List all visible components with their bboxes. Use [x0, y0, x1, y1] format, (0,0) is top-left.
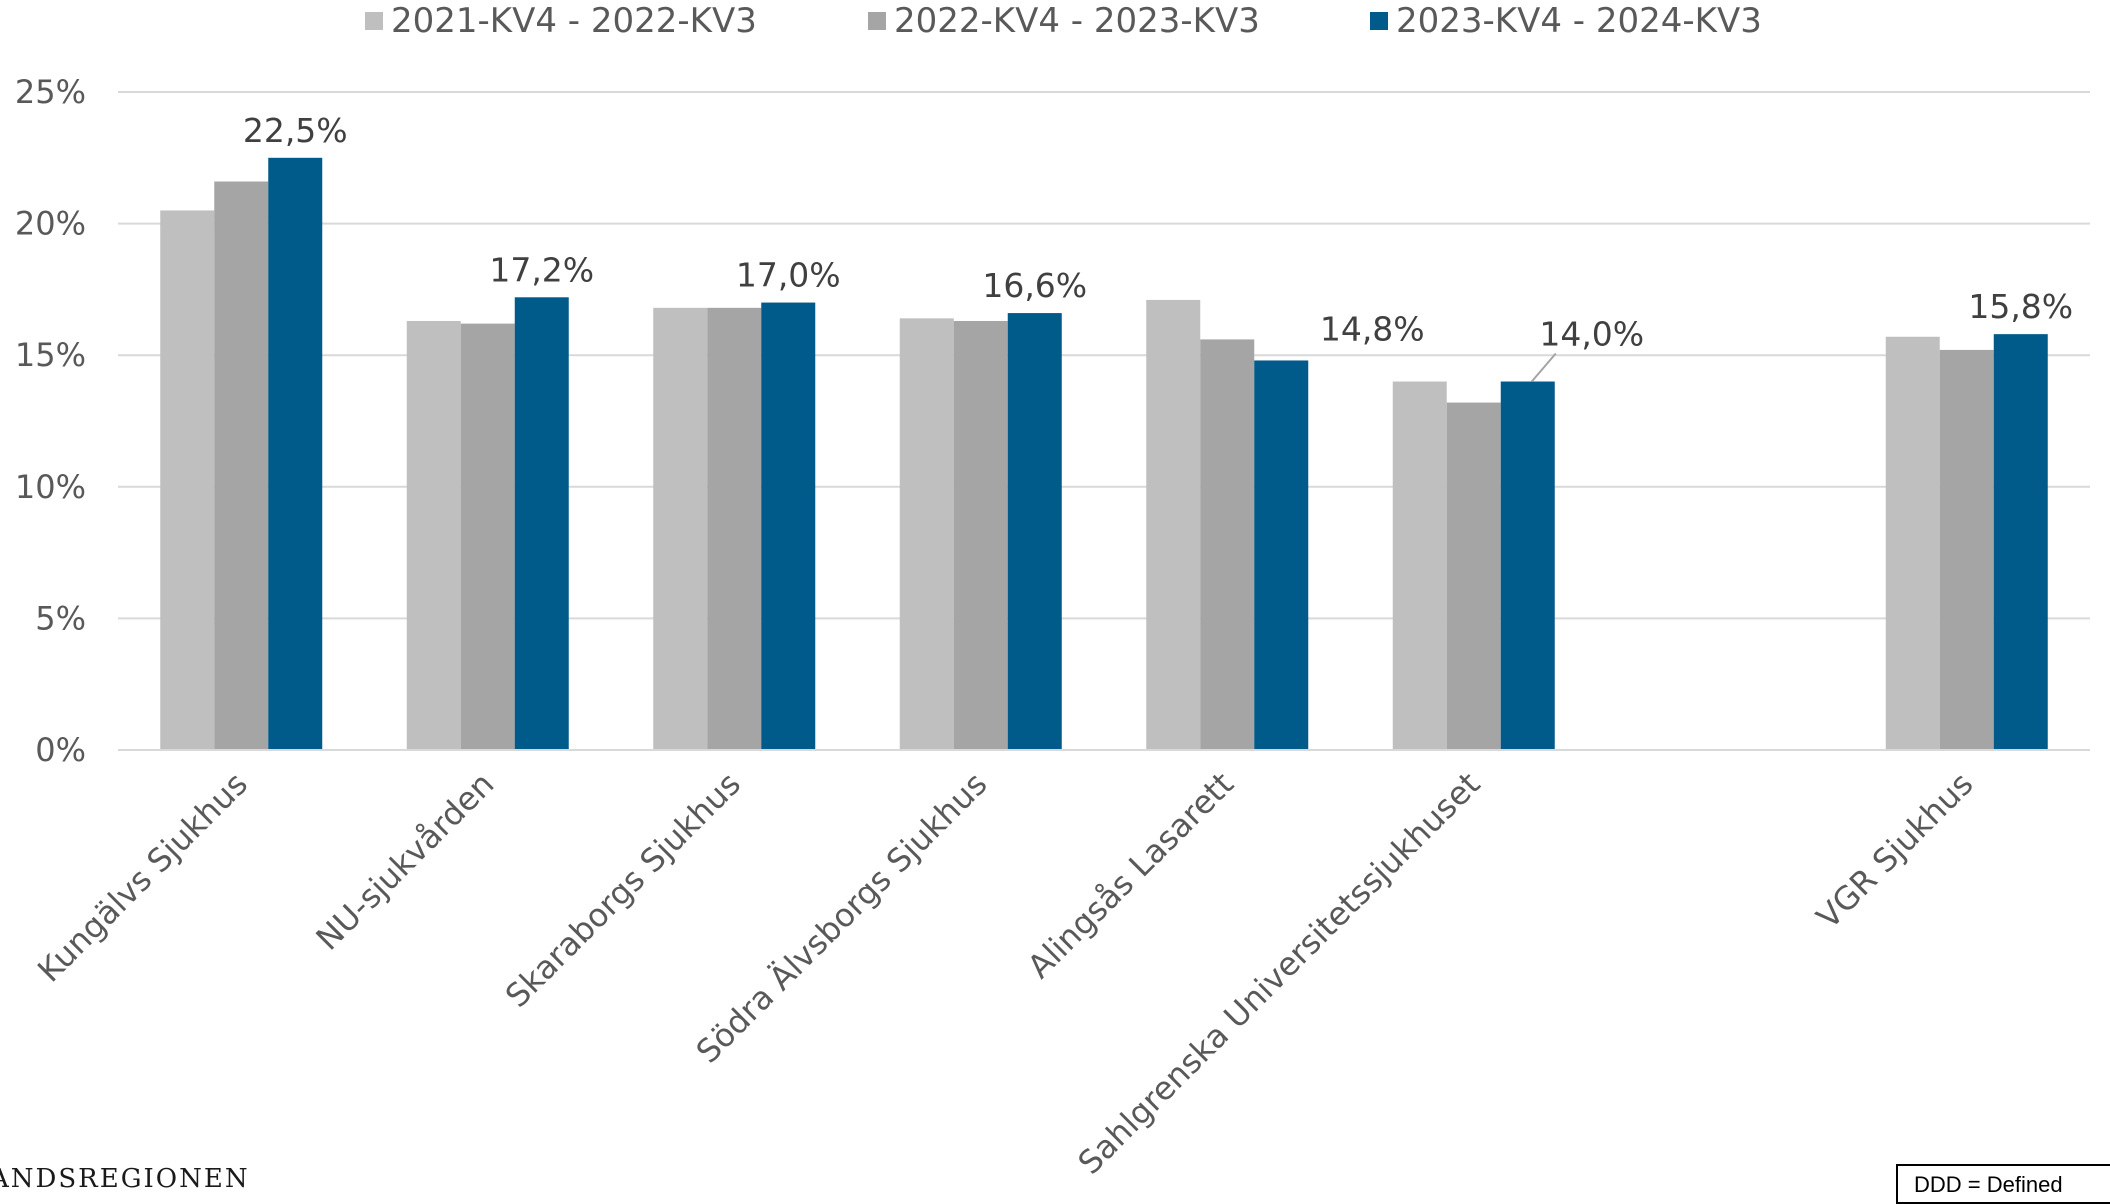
y-tick-label: 20% — [15, 205, 86, 243]
data-label: 16,6% — [982, 266, 1087, 305]
legend-swatch — [868, 12, 886, 30]
data-label: 14,8% — [1320, 309, 1425, 348]
x-axis: Kungälvs Sjukhus NU-sjukvårdenSkaraborgs … — [30, 749, 2090, 1182]
legend-label: 2021-KV4 - 2022-KV3 — [391, 1, 757, 41]
y-tick-label: 10% — [15, 468, 86, 506]
legend-label: 2023-KV4 - 2024-KV3 — [1396, 1, 1762, 41]
y-tick-label: 5% — [35, 599, 86, 637]
x-tick-label: Kungälvs Sjukhus — [30, 765, 255, 990]
x-tick-label: Södra Älvsborgs Sjukhus — [689, 765, 995, 1071]
x-tick-label: VGR Sjukhus — [1809, 765, 1980, 936]
data-label: 15,8% — [1968, 287, 2073, 326]
bar — [514, 297, 569, 750]
bar — [406, 320, 461, 750]
data-labels: 22,5% 17,2% 17,0% 16,6% 14,8% 14,0% 15,8% — [243, 111, 2073, 383]
bar — [1392, 381, 1447, 750]
bars — [160, 157, 2048, 751]
x-tick-label: Skaraborgs Sjukhus — [498, 765, 748, 1015]
bar — [160, 210, 215, 750]
data-label: 17,0% — [736, 256, 841, 295]
bar — [214, 181, 269, 750]
bar — [1254, 360, 1309, 750]
data-label-leader — [1530, 352, 1557, 383]
bar — [899, 318, 954, 750]
bar — [1146, 299, 1201, 750]
bar — [1007, 313, 1062, 750]
bar — [1885, 336, 1940, 750]
legend-swatch — [365, 12, 383, 30]
y-tick-label: 15% — [15, 336, 86, 374]
x-tick-label: NU-sjukvården — [309, 765, 502, 958]
bar — [953, 320, 1008, 750]
bar — [460, 323, 515, 750]
y-axis: 0% 5% 10% 15% 20% 25% — [15, 73, 86, 769]
chart-legend: 2021-KV4 - 2022-KV3 2022-KV4 - 2023-KV3 20… — [365, 1, 1762, 41]
bar — [1200, 339, 1255, 750]
footnote-box: DDD = Defined — [1896, 1164, 2110, 1204]
bar — [653, 307, 708, 750]
x-tick-label: Sahlgrenska Universitetssjukhuset — [1071, 765, 1488, 1182]
bar — [707, 307, 762, 750]
bar — [761, 302, 816, 750]
bar — [268, 157, 323, 751]
bar — [1500, 381, 1555, 750]
data-label: 22,5% — [243, 111, 348, 150]
legend-swatch — [1370, 12, 1388, 30]
data-label: 17,2% — [489, 250, 594, 289]
bar — [1446, 402, 1501, 750]
bar — [1939, 349, 1994, 750]
legend-label: 2022-KV4 - 2023-KV3 — [894, 1, 1260, 41]
x-tick-label: Alingsås Lasarett — [1020, 765, 1241, 986]
data-label: 14,0% — [1539, 315, 1644, 354]
bar — [1993, 334, 2048, 750]
organization-logo: ANDSREGIONEN — [0, 1164, 250, 1194]
y-tick-label: 25% — [15, 73, 86, 111]
y-tick-label: 0% — [35, 731, 86, 769]
